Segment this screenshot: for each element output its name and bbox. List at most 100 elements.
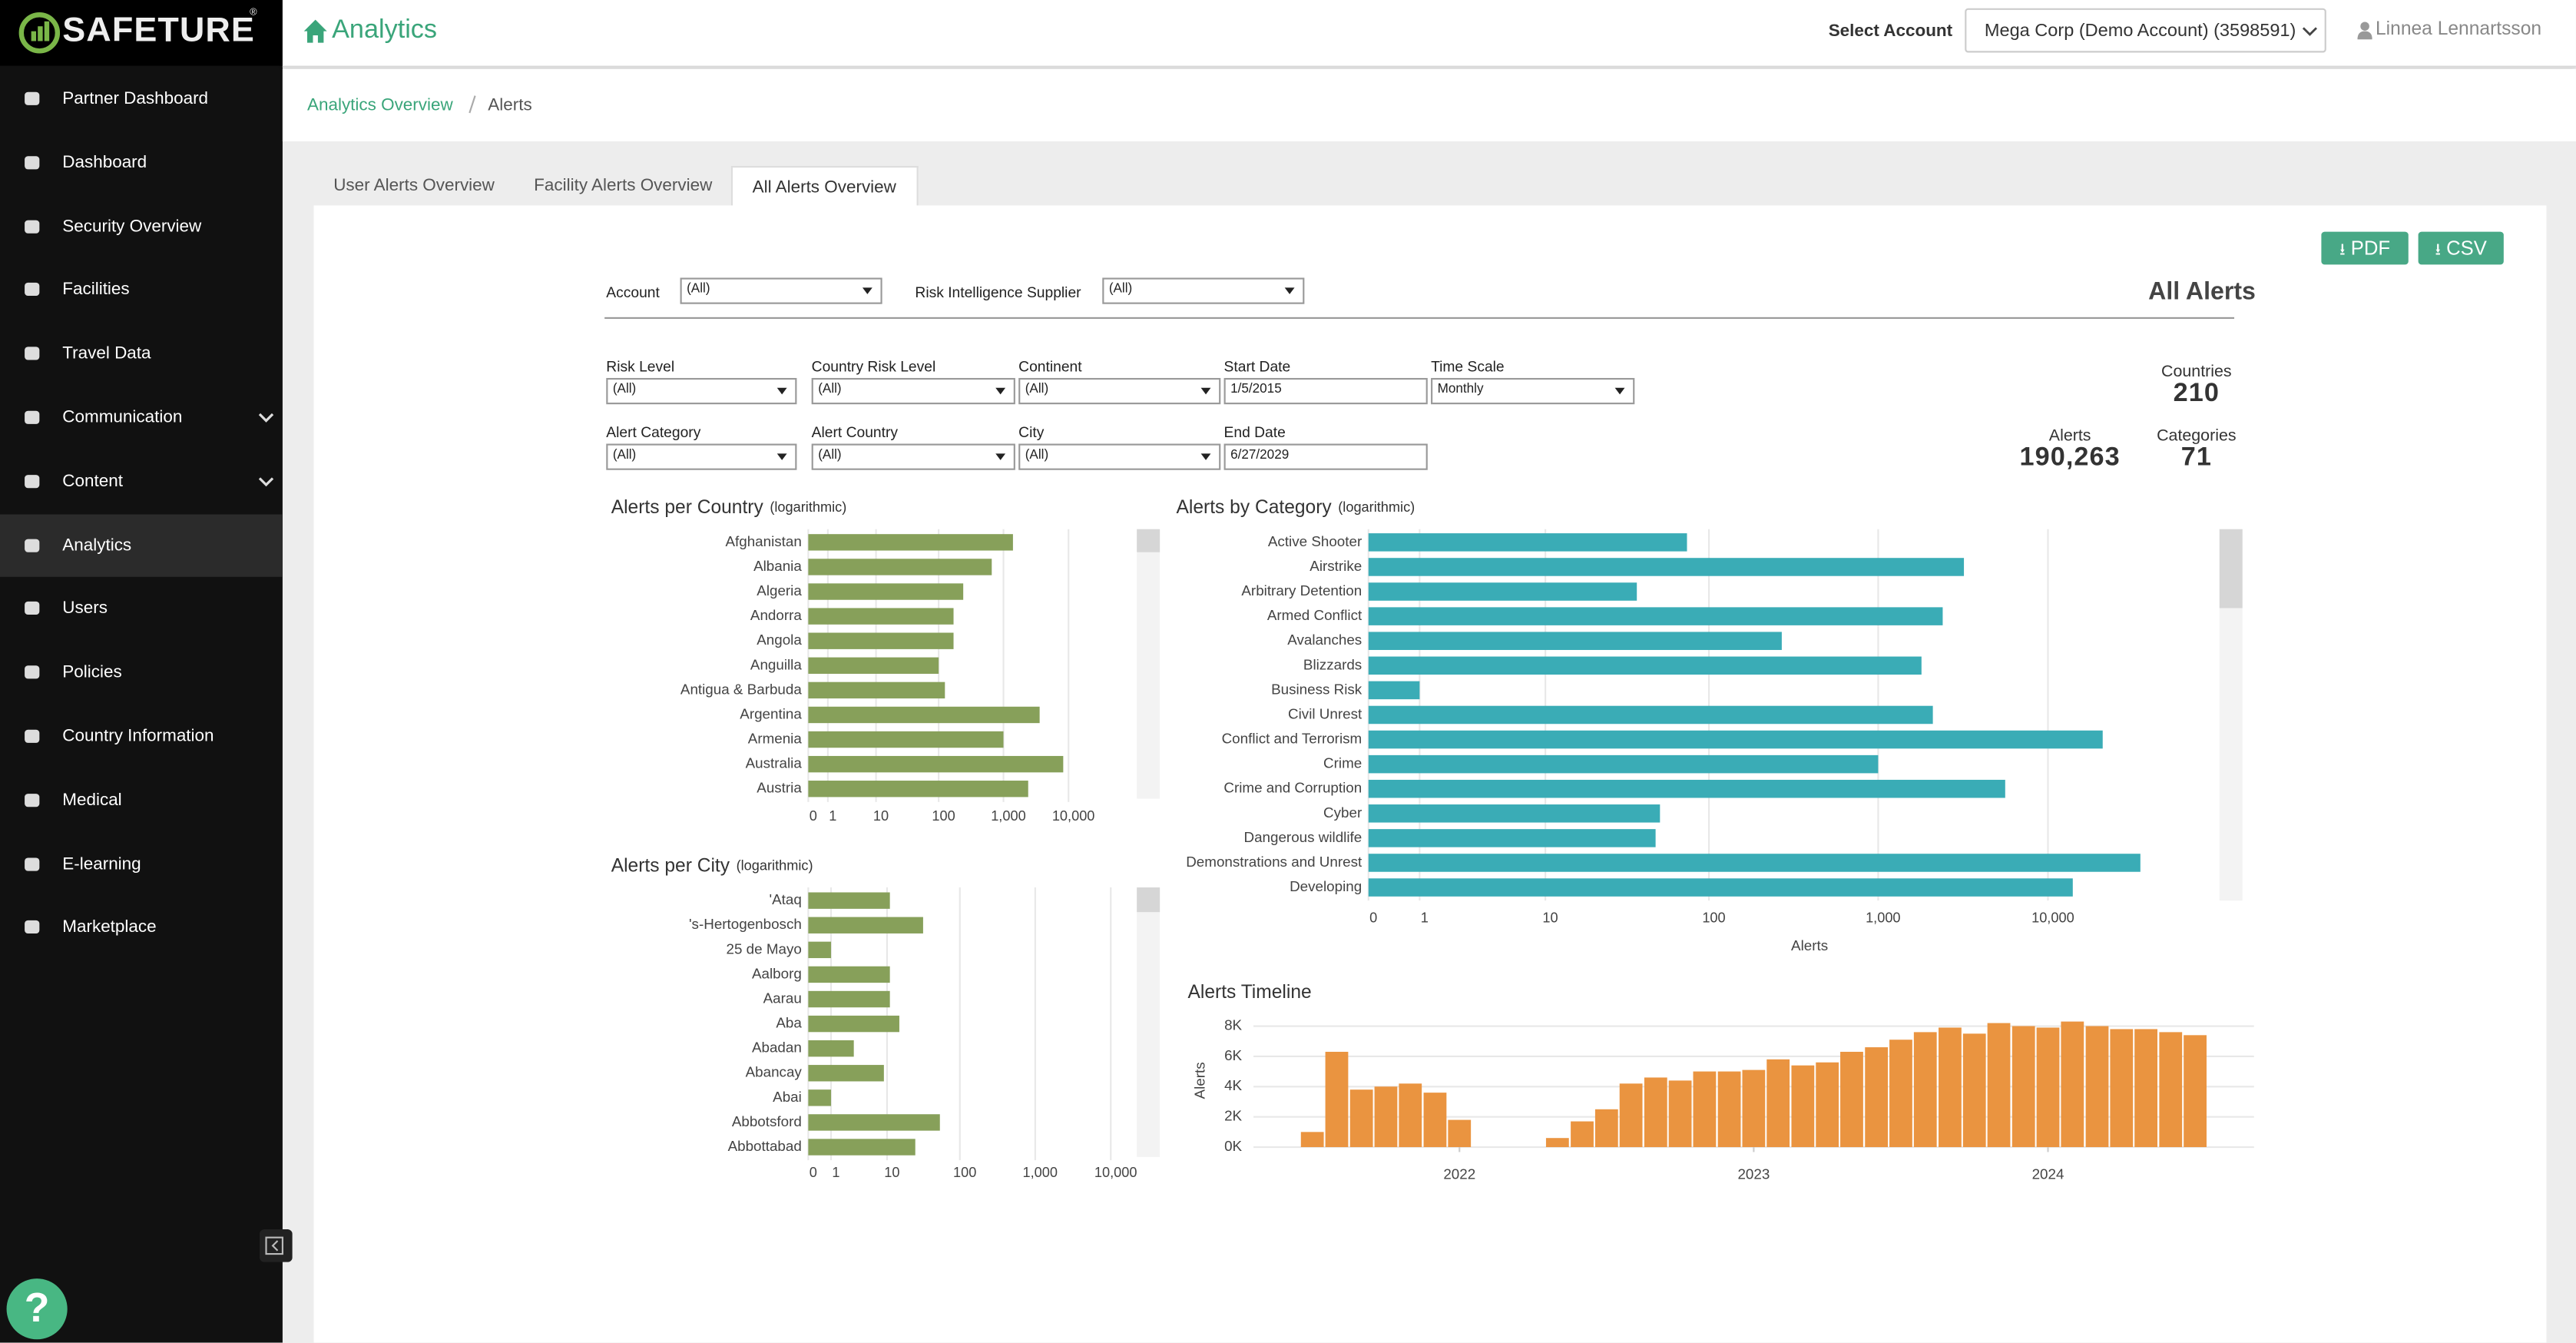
nav-item[interactable]: Marketplace <box>0 897 283 959</box>
breadcrumb-separator <box>469 95 476 114</box>
breadcrumb: Analytics Overview Alerts <box>282 68 2576 141</box>
filter-label: Risk Level <box>606 358 675 375</box>
csv-button[interactable]: ⭳ CSV <box>2418 231 2504 265</box>
collapse-toggle[interactable] <box>259 1229 293 1262</box>
filter-label: End Date <box>1223 423 1286 441</box>
nav-icon <box>25 155 40 169</box>
divider <box>604 317 2235 319</box>
pdf-label: PDF <box>2350 237 2391 260</box>
report-title: All Alerts <box>2148 277 2256 306</box>
filter-label: Alert Country <box>811 423 899 441</box>
nav-label: Communication <box>62 407 183 428</box>
nav-item[interactable]: Dashboard <box>0 131 283 194</box>
submenu-chevron <box>258 413 274 423</box>
filter-label: Account <box>606 284 660 301</box>
nav-item[interactable]: Country Information <box>0 705 283 768</box>
filter-select[interactable]: (All) <box>680 277 882 304</box>
kpi-value: 190,263 <box>2019 443 2121 472</box>
nav-icon <box>25 920 40 934</box>
filter-label: Risk Intelligence Supplier <box>915 284 1081 301</box>
logo[interactable]: SAFETURE ® <box>0 0 283 66</box>
nav-label: Users <box>62 599 108 619</box>
nav-label: Analytics <box>62 535 132 555</box>
kpi-value: 71 <box>2180 443 2212 472</box>
user-name[interactable]: Linnea Lennartsson <box>2375 19 2542 40</box>
logo-icon <box>18 12 61 54</box>
csv-label: CSV <box>2446 237 2487 260</box>
account-label: Select Account <box>1828 21 1953 41</box>
filter-label: Alert Category <box>606 423 701 441</box>
nav-item[interactable]: Security Overview <box>0 195 283 257</box>
tab[interactable]: Facility Alerts Overview <box>534 175 713 196</box>
nav-item[interactable]: Medical <box>0 769 283 831</box>
tab[interactable]: User Alerts Overview <box>333 175 495 196</box>
filter-select[interactable]: (All) <box>1018 443 1221 470</box>
filter-select[interactable]: Monthly <box>1431 377 1635 405</box>
nav-item[interactable]: Users <box>0 578 283 640</box>
nav-label: Dashboard <box>62 152 147 173</box>
user-icon <box>2357 22 2372 40</box>
nav-icon <box>25 219 40 233</box>
nav-item[interactable]: Travel Data <box>0 323 283 385</box>
sidebar: SAFETURE ® Partner Dashboard Dashboard Sec… <box>0 0 293 1343</box>
filter-label: Start Date <box>1223 358 1291 375</box>
help-button[interactable]: ? <box>6 1278 68 1340</box>
filter-date[interactable]: 1/5/2015 <box>1223 377 1428 405</box>
kpi-label: Countries <box>2161 363 2232 382</box>
home-icon <box>303 19 327 43</box>
nav-icon <box>25 665 40 679</box>
page-title: Analytics <box>332 16 438 45</box>
filter-select[interactable]: (All) <box>811 443 1015 470</box>
filter-select[interactable]: (All) <box>606 377 797 405</box>
kpi-label: Categories <box>2157 427 2237 446</box>
nav-label: Partner Dashboard <box>62 88 209 109</box>
nav-item[interactable]: Policies <box>0 642 283 704</box>
filter-select[interactable]: (All) <box>811 377 1015 405</box>
nav-icon <box>25 538 40 552</box>
tab[interactable]: All Alerts Overview <box>730 166 918 209</box>
nav-label: Content <box>62 471 123 492</box>
breadcrumb-link[interactable]: Analytics Overview <box>306 95 453 115</box>
nav-label: E-learning <box>62 854 141 874</box>
nav-label: Security Overview <box>62 216 202 237</box>
pdf-button[interactable]: ⭳ PDF <box>2321 231 2409 265</box>
nav-item[interactable]: Communication <box>0 386 283 449</box>
nav-icon <box>25 347 40 360</box>
nav-label: Marketplace <box>62 917 157 938</box>
top-bar: Analytics Select Account Mega Corp (Demo… <box>282 0 2576 68</box>
chevron <box>2302 27 2317 36</box>
nav-label: Medical <box>62 790 122 811</box>
filter-select[interactable]: (All) <box>606 443 797 470</box>
account-value: Mega Corp (Demo Account) (3598591) <box>1984 21 2296 41</box>
submenu-chevron <box>258 476 274 486</box>
nav-label: Policies <box>62 662 122 683</box>
nav-item[interactable]: Partner Dashboard <box>0 68 283 130</box>
logo-text: SAFETURE <box>62 11 255 50</box>
nav-icon <box>25 91 40 105</box>
filter-date[interactable]: 6/27/2029 <box>1223 443 1428 470</box>
breadcrumb-current: Alerts <box>488 95 532 115</box>
filter-label: City <box>1018 423 1045 441</box>
nav-label: Country Information <box>62 726 214 747</box>
nav-item[interactable]: Content <box>0 450 283 512</box>
filter-select[interactable]: (All) <box>1102 277 1305 304</box>
account-select[interactable]: Mega Corp (Demo Account) (3598591) <box>1965 8 2326 53</box>
kpi-value: 210 <box>2173 380 2220 408</box>
nav-icon <box>25 410 40 424</box>
kpi-label: Alerts <box>2048 427 2091 446</box>
nav-icon <box>25 793 40 807</box>
nav-icon <box>25 857 40 870</box>
nav-icon <box>25 283 40 297</box>
nav-label: Travel Data <box>62 343 151 364</box>
nav-item[interactable]: E-learning <box>0 833 283 895</box>
filter-label: Continent <box>1018 358 1082 375</box>
nav-item[interactable]: Facilities <box>0 259 283 321</box>
nav-icon <box>25 474 40 488</box>
nav-item[interactable]: Analytics <box>0 513 283 576</box>
nav-icon <box>25 602 40 615</box>
filter-select[interactable]: (All) <box>1018 377 1221 405</box>
filter-label: Time Scale <box>1431 358 1505 375</box>
filter-label: Country Risk Level <box>811 358 936 375</box>
logo-mark: ® <box>250 8 257 18</box>
